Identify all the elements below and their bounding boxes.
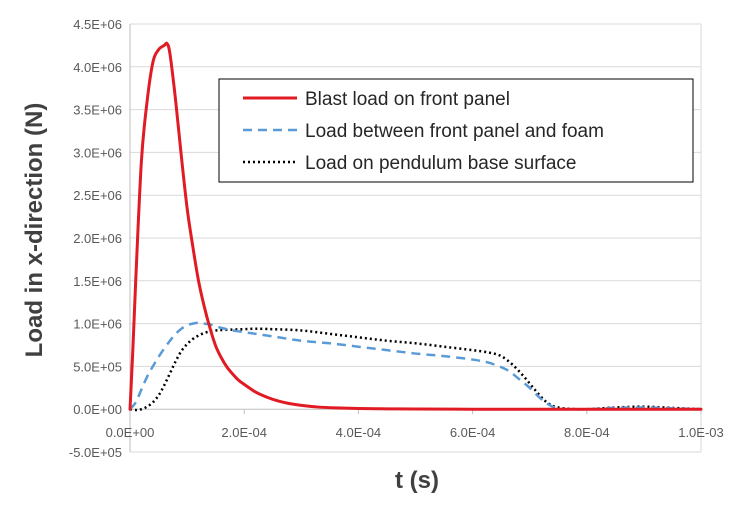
x-tick-label: 8.0E-04 — [564, 425, 610, 440]
x-tick-label: 4.0E-04 — [336, 425, 382, 440]
legend-box — [218, 78, 694, 183]
y-tick-label: 2.0E+06 — [73, 231, 122, 246]
y-tick-label: 1.0E+06 — [73, 317, 122, 332]
y-tick-label: 4.5E+06 — [73, 17, 122, 32]
x-tick-label: 1.0E-03 — [678, 425, 724, 440]
y-tick-label: 3.0E+06 — [73, 145, 122, 160]
y-tick-label: -5.0E+05 — [69, 445, 122, 460]
y-tick-label: 0.0E+00 — [73, 402, 122, 417]
y-tick-label: 4.0E+06 — [73, 60, 122, 75]
legend-items: Blast load on front panel Load between fr… — [243, 89, 604, 174]
series-lines — [128, 41, 703, 412]
tick-labels: -5.0E+05 0.0E+00 5.0E+05 1.0E+06 1.5E+06 2.0E… — [69, 17, 724, 460]
legend-label-1: Blast load on front panel — [305, 89, 510, 110]
x-tick-label: 2.0E-04 — [221, 425, 267, 440]
y-axis-title: Load in x-direction (N) — [21, 103, 48, 358]
series-line-1 — [128, 41, 703, 411]
x-tick-label: 6.0E-04 — [450, 425, 496, 440]
legend-label-3: Load on pendulum base surface — [305, 153, 576, 174]
y-tick-label: 1.5E+06 — [73, 274, 122, 289]
y-tick-label: 2.5E+06 — [73, 188, 122, 203]
y-tick-label: 5.0E+05 — [73, 359, 122, 374]
legend: Blast load on front panel Load between fr… — [218, 78, 694, 183]
y-tick-label: 3.5E+06 — [73, 103, 122, 118]
x-tick-label: 0.0E+00 — [106, 425, 155, 440]
x-axis-title: t (s) — [395, 467, 439, 494]
series-line-2 — [129, 321, 702, 411]
legend-label-2: Load between front panel and foam — [305, 121, 604, 142]
